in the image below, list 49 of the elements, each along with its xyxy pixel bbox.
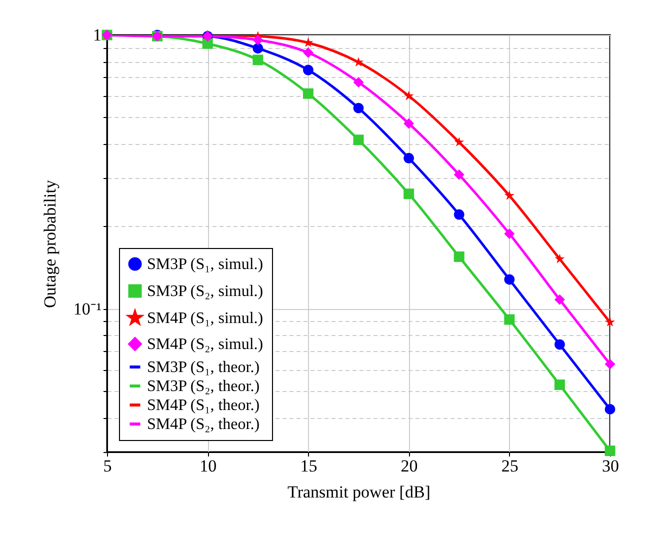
point	[404, 152, 414, 164]
point	[454, 136, 464, 146]
legend-label: SM4P (S₂, theor.)	[147, 416, 260, 433]
x-tick-label: 15	[300, 456, 318, 476]
point	[454, 209, 464, 220]
y-tick-label: 1	[93, 26, 102, 44]
x-tick-label: 20	[400, 456, 418, 476]
x-axis-title: Transmit power [dB]	[288, 482, 430, 502]
legend-label: SM3P (S₂, simul.)	[147, 283, 264, 300]
x-tick-label: 25	[501, 456, 518, 476]
x-tick-label: 5	[103, 456, 112, 476]
legend-label: SM3P (S₁, theor.)	[147, 359, 260, 376]
point	[404, 90, 414, 100]
point	[604, 446, 616, 456]
x-tick-label: 30	[602, 456, 619, 476]
legend-label: SM3P (S₂, theor.)	[147, 378, 260, 395]
point	[604, 358, 616, 370]
point	[454, 251, 464, 262]
legend-label: SM3P (S₁, simul.)	[147, 256, 264, 273]
y-tick-label: 10⁻¹	[73, 299, 102, 318]
point	[252, 34, 264, 46]
point	[504, 190, 514, 200]
point	[504, 228, 515, 239]
point	[454, 169, 464, 180]
y-axis-title: Outage probability	[40, 180, 60, 308]
x-tick-label: 10	[200, 456, 217, 476]
point	[504, 314, 515, 325]
point	[353, 102, 364, 114]
point	[353, 134, 364, 146]
point	[252, 43, 264, 54]
legend-label: SM4P (S₁, theor.)	[147, 397, 260, 414]
point	[604, 404, 616, 414]
point	[605, 317, 615, 327]
point	[554, 380, 565, 390]
point	[354, 57, 364, 67]
point	[252, 54, 264, 66]
point	[554, 294, 565, 305]
point	[302, 88, 314, 99]
point	[302, 47, 314, 58]
point	[404, 188, 414, 200]
legend-label: SM4P (S₁, simul.)	[147, 310, 264, 327]
legend-label: SM4P (S₂, simul.)	[147, 336, 264, 353]
point	[302, 64, 314, 76]
point	[504, 274, 515, 285]
point	[404, 118, 414, 129]
point	[554, 254, 565, 264]
point	[554, 339, 565, 350]
point	[202, 38, 213, 49]
point	[353, 77, 364, 88]
